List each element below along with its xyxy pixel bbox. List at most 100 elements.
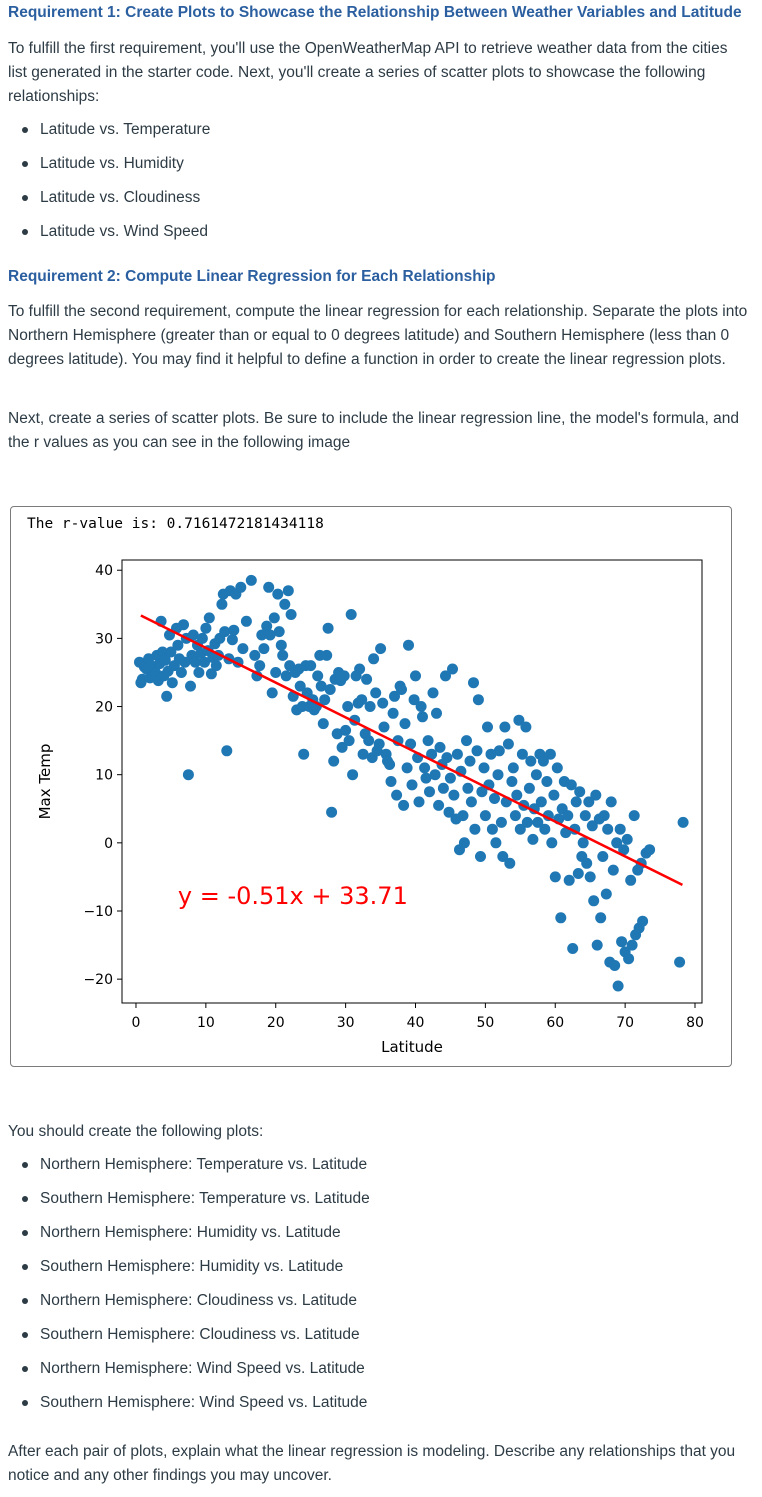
data-point bbox=[597, 851, 609, 862]
data-point bbox=[475, 851, 486, 862]
requirement-2-heading: Requirement 2: Compute Linear Regression… bbox=[8, 268, 496, 285]
figure-frame bbox=[10, 506, 732, 1067]
data-point bbox=[401, 762, 413, 774]
list-item: Northern Hemisphere: Humidity vs. Latitu… bbox=[0, 1216, 370, 1250]
data-point bbox=[437, 782, 449, 794]
list-item: Northern Hemisphere: Cloudiness vs. Lati… bbox=[0, 1284, 370, 1318]
data-point bbox=[511, 789, 523, 801]
data-point bbox=[361, 673, 373, 685]
data-point bbox=[172, 639, 184, 651]
data-point bbox=[570, 796, 582, 808]
data-point bbox=[586, 820, 598, 832]
data-point bbox=[175, 667, 187, 678]
list-item: Southern Hemisphere: Temperature vs. Lat… bbox=[0, 1182, 370, 1216]
data-point bbox=[535, 796, 547, 808]
data-point bbox=[644, 844, 656, 856]
y-tick-label: 10 bbox=[95, 768, 113, 784]
data-point bbox=[441, 752, 453, 764]
list-item: Northern Hemisphere: Temperature vs. Lat… bbox=[0, 1148, 370, 1182]
data-point bbox=[413, 796, 425, 808]
data-point bbox=[621, 833, 633, 845]
data-point bbox=[465, 796, 477, 808]
x-tick-label: 70 bbox=[616, 1015, 634, 1031]
x-tick-label: 60 bbox=[546, 1015, 564, 1031]
data-point bbox=[525, 755, 537, 767]
data-point bbox=[609, 960, 621, 971]
data-point bbox=[611, 837, 623, 849]
data-point bbox=[532, 816, 544, 828]
data-point bbox=[240, 615, 252, 627]
data-point bbox=[530, 769, 542, 781]
data-point bbox=[389, 690, 400, 702]
data-point bbox=[270, 667, 282, 678]
data-point bbox=[343, 735, 355, 747]
data-point bbox=[551, 762, 563, 774]
list-item: Latitude vs. Wind Speed bbox=[0, 215, 210, 249]
data-point bbox=[469, 823, 481, 835]
data-point bbox=[549, 871, 561, 883]
data-point bbox=[468, 677, 479, 689]
r-value-output: The r-value is: 0.7161472181434118 bbox=[27, 516, 324, 532]
data-point bbox=[523, 782, 535, 794]
data-point bbox=[607, 864, 619, 876]
data-point bbox=[321, 649, 333, 661]
data-point bbox=[398, 799, 410, 811]
data-point bbox=[237, 643, 249, 655]
data-point bbox=[403, 639, 414, 651]
y-tick-label: 0 bbox=[104, 836, 113, 852]
list-item: Southern Hemisphere: Wind Speed vs. Lati… bbox=[0, 1386, 370, 1420]
data-point bbox=[504, 857, 516, 869]
data-point bbox=[420, 772, 432, 784]
y-tick-label: 20 bbox=[95, 700, 113, 716]
data-point bbox=[326, 806, 338, 818]
data-point bbox=[567, 943, 579, 954]
data-point bbox=[479, 810, 491, 822]
data-point bbox=[544, 748, 556, 760]
data-point bbox=[485, 748, 497, 760]
regression-line bbox=[140, 614, 683, 887]
data-point bbox=[417, 711, 428, 723]
data-point bbox=[513, 714, 525, 726]
data-point bbox=[280, 670, 292, 682]
data-point bbox=[537, 755, 549, 767]
data-point bbox=[268, 612, 280, 624]
data-point bbox=[338, 670, 350, 682]
data-point bbox=[451, 748, 463, 760]
data-point bbox=[378, 721, 390, 733]
data-point bbox=[584, 871, 596, 883]
data-point bbox=[600, 888, 612, 900]
data-point bbox=[426, 748, 438, 760]
data-point bbox=[277, 649, 289, 661]
data-point bbox=[305, 660, 317, 672]
data-point bbox=[245, 574, 257, 586]
data-point bbox=[583, 796, 595, 808]
data-point bbox=[492, 769, 504, 781]
x-tick-label: 50 bbox=[476, 1015, 494, 1031]
data-point bbox=[602, 823, 614, 835]
data-point bbox=[345, 609, 357, 620]
data-point bbox=[322, 622, 334, 634]
data-point bbox=[377, 697, 389, 709]
data-point bbox=[408, 694, 420, 706]
data-point bbox=[482, 721, 493, 733]
data-point bbox=[357, 748, 369, 760]
data-point bbox=[328, 755, 340, 767]
list-item: Latitude vs. Humidity bbox=[0, 147, 210, 181]
data-point bbox=[264, 629, 276, 641]
data-point bbox=[210, 660, 222, 672]
data-point bbox=[375, 643, 387, 655]
data-point bbox=[577, 837, 589, 849]
data-point bbox=[342, 701, 354, 712]
y-tick-label: 30 bbox=[95, 631, 113, 647]
list-item: Northern Hemisphere: Wind Speed vs. Lati… bbox=[0, 1352, 370, 1386]
y-tick-label: −10 bbox=[83, 904, 113, 920]
data-point bbox=[235, 581, 247, 593]
data-point bbox=[563, 874, 575, 886]
data-point bbox=[516, 748, 528, 760]
data-point bbox=[448, 789, 460, 801]
data-point bbox=[612, 980, 624, 992]
data-point bbox=[336, 741, 348, 753]
data-point bbox=[221, 745, 233, 757]
data-point bbox=[427, 687, 439, 699]
data-point bbox=[266, 687, 278, 699]
